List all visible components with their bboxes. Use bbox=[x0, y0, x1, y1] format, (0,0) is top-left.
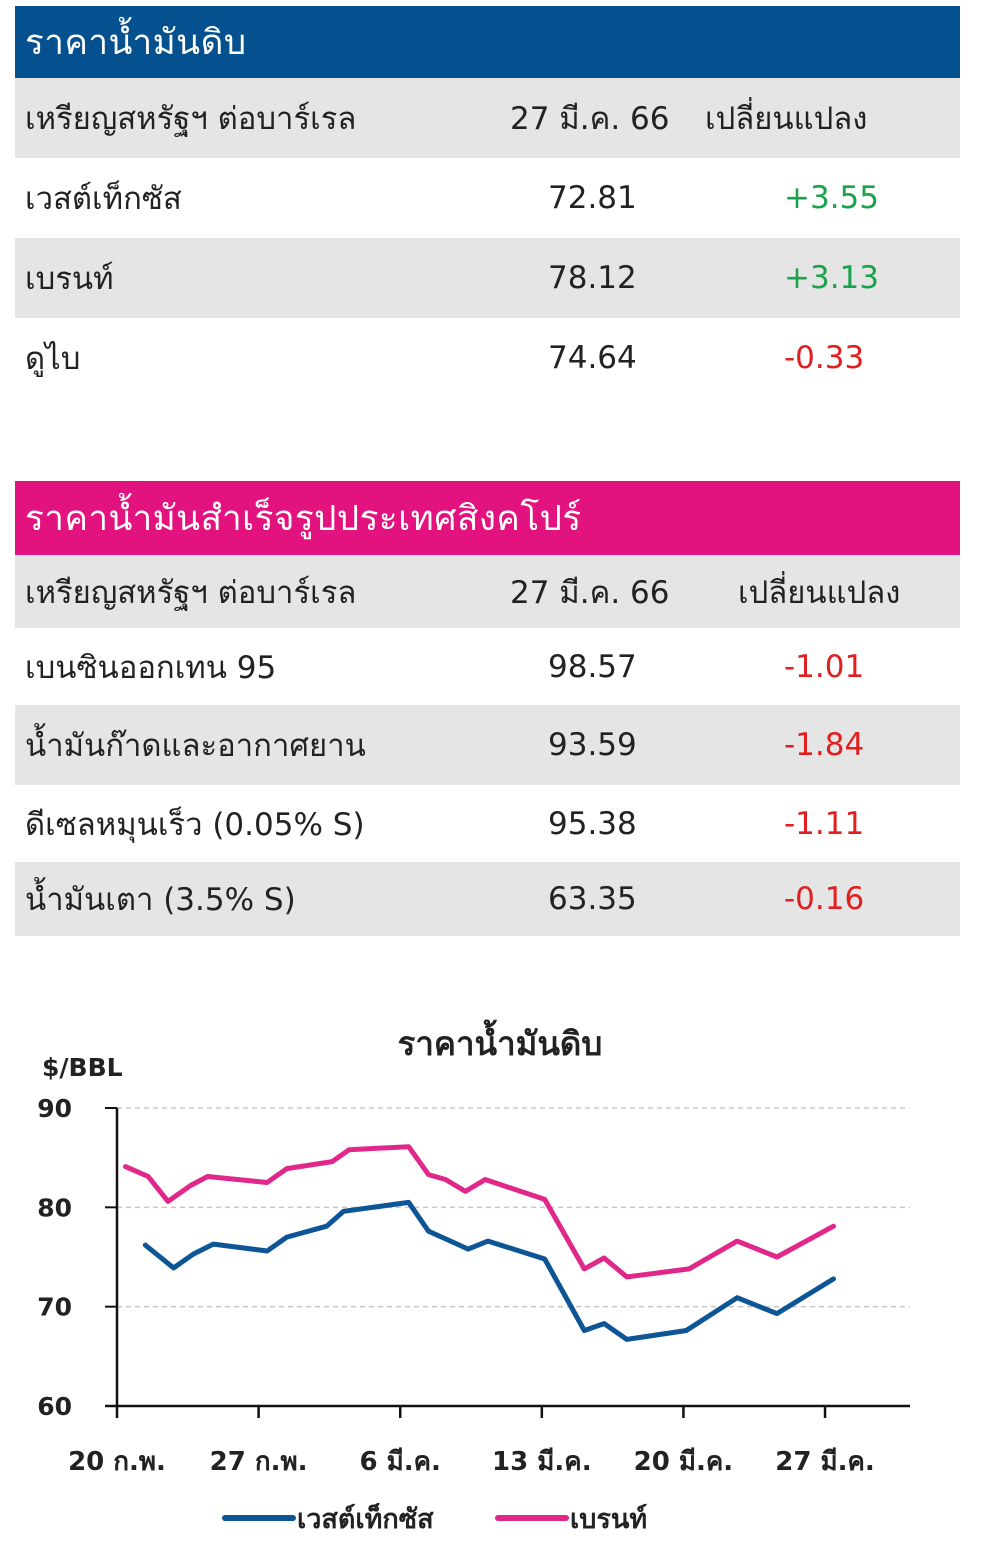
refined-oil-title: ราคาน้ำมันสำเร็จรูปประเทศสิงคโปร์ bbox=[15, 481, 960, 555]
chart-title: ราคาน้ำมันดิบ bbox=[398, 1019, 603, 1063]
header-date: 27 มี.ค. 66 bbox=[510, 101, 670, 137]
row-change: -1.11 bbox=[784, 805, 865, 842]
table-row-jet-fuel: น้ำมันก๊าดและอากาศยาน 93.59 -1.84 bbox=[15, 705, 960, 785]
row-value: 63.35 bbox=[548, 881, 637, 917]
y-tick-label: 60 bbox=[37, 1392, 72, 1421]
refined-header-row: เหรียญสหรัฐฯ ต่อบาร์เรล 27 มี.ค. 66 เปลี… bbox=[15, 555, 960, 628]
table-row-diesel: ดีเซลหมุนเร็ว (0.05% S) 95.38 -1.11 bbox=[15, 785, 960, 862]
legend-label: เวสต์เท็กซัส bbox=[297, 1501, 434, 1535]
grid-lines bbox=[117, 1107, 910, 1308]
x-tick-label: 13 มี.ค. bbox=[492, 1447, 592, 1477]
x-tick-label: 27 ก.พ. bbox=[210, 1447, 308, 1477]
row-change: +3.55 bbox=[784, 180, 879, 216]
row-change: -1.84 bbox=[784, 727, 865, 763]
table-row-fuel-oil: น้ำมันเตา (3.5% S) 63.35 -0.16 bbox=[15, 862, 960, 936]
row-change: -1.01 bbox=[784, 648, 865, 685]
table-row-wti: เวสต์เท็กซัส 72.81 +3.55 bbox=[15, 158, 960, 238]
row-value: 72.81 bbox=[548, 180, 637, 216]
header-unit: เหรียญสหรัฐฯ ต่อบาร์เรล bbox=[25, 101, 357, 137]
y-tick-label: 70 bbox=[37, 1293, 72, 1322]
row-value: 95.38 bbox=[548, 805, 637, 842]
row-value: 74.64 bbox=[548, 340, 637, 376]
row-name: เบรนท์ bbox=[25, 261, 114, 297]
row-change: -0.33 bbox=[784, 340, 865, 376]
row-value: 78.12 bbox=[548, 260, 637, 296]
row-change: -0.16 bbox=[784, 881, 865, 917]
axes bbox=[105, 1107, 910, 1418]
series-lines bbox=[123, 1144, 836, 1342]
header-change: เปลี่ยนแปลง bbox=[705, 101, 868, 137]
header-unit: เหรียญสหรัฐฯ ต่อบาร์เรล bbox=[25, 574, 357, 611]
row-value: 93.59 bbox=[548, 727, 637, 763]
tick-labels: 60 70 80 90 20 ก.พ. 27 ก.พ. 6 มี.ค. 13 มี.ค. 20 … bbox=[37, 1094, 875, 1477]
x-tick-label: 20 ก.พ. bbox=[68, 1447, 166, 1477]
table-row-brent: เบรนท์ 78.12 +3.13 bbox=[15, 238, 960, 318]
legend: เวสต์เท็กซัส เบรนท์ bbox=[222, 1501, 647, 1535]
crude-oil-title: ราคาน้ำมันดิบ bbox=[15, 6, 960, 78]
y-axis-label: $/BBL bbox=[42, 1053, 123, 1082]
crude-header-row: เหรียญสหรัฐฯ ต่อบาร์เรล 27 มี.ค. 66 เปลี… bbox=[15, 78, 960, 158]
x-tick-label: 20 มี.ค. bbox=[634, 1447, 734, 1477]
row-name: น้ำมันก๊าดและอากาศยาน bbox=[25, 728, 366, 764]
header-date: 27 มี.ค. 66 bbox=[510, 574, 670, 611]
row-name: เบนซินออกเทน 95 bbox=[25, 649, 277, 686]
row-change: +3.13 bbox=[784, 260, 879, 296]
row-name: เวสต์เท็กซัส bbox=[25, 181, 182, 217]
row-name: ดีเซลหมุนเร็ว (0.05% S) bbox=[25, 806, 365, 843]
x-tick-label: 6 มี.ค. bbox=[359, 1447, 440, 1477]
refined-oil-table: ราคาน้ำมันสำเร็จรูปประเทศสิงคโปร์ เหรียญ… bbox=[15, 481, 960, 936]
crude-oil-table: ราคาน้ำมันดิบ เหรียญสหรัฐฯ ต่อบาร์เรล 27… bbox=[15, 6, 960, 398]
y-tick-label: 80 bbox=[37, 1193, 72, 1222]
x-tick-label: 27 มี.ค. bbox=[775, 1447, 875, 1477]
series-line-brent bbox=[123, 1144, 836, 1280]
row-name: น้ำมันเตา (3.5% S) bbox=[25, 882, 296, 918]
header-change: เปลี่ยนแปลง bbox=[738, 574, 901, 611]
series-line-wti bbox=[142, 1199, 836, 1342]
row-value: 98.57 bbox=[548, 648, 637, 685]
legend-label: เบรนท์ bbox=[570, 1503, 647, 1535]
crude-oil-chart: ราคาน้ำมันดิบ $/BBL 60 70 80 90 20 ก.พ. 27 ก.… bbox=[37, 1019, 910, 1535]
table-row-gasoline: เบนซินออกเทน 95 98.57 -1.01 bbox=[15, 628, 960, 705]
row-name: ดูไบ bbox=[25, 341, 81, 377]
y-tick-label: 90 bbox=[37, 1094, 72, 1123]
table-row-dubai: ดูไบ 74.64 -0.33 bbox=[15, 318, 960, 398]
